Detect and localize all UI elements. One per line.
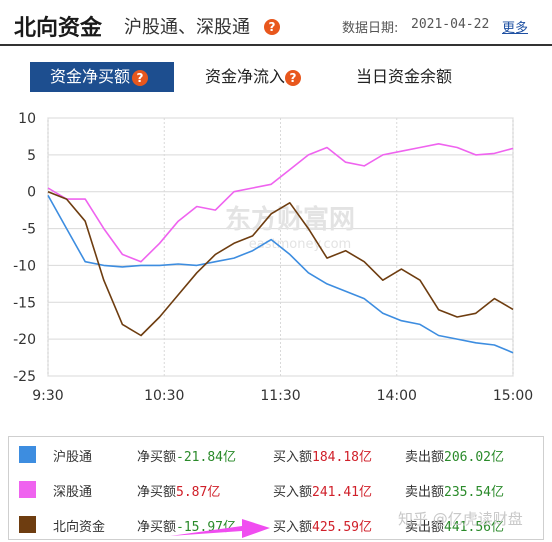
y-tick-label: -10 bbox=[13, 258, 36, 274]
y-tick-label: 0 bbox=[27, 185, 36, 201]
header-bar: 北向资金 沪股通、深股通 ? 数据日期: 2021-04-22 更多 bbox=[0, 0, 552, 46]
buy-label: 买入额 bbox=[273, 450, 313, 465]
tab-daily-balance[interactable]: 当日资金余额 bbox=[356, 62, 452, 92]
legend-row[interactable]: 沪股通 净买额-21.84亿 买入额184.18亿 卖出额206.02亿 bbox=[9, 437, 543, 471]
tab-label: 当日资金余额 bbox=[356, 67, 453, 86]
y-tick-label: -20 bbox=[13, 332, 36, 348]
y-tick-label: 10 bbox=[18, 111, 36, 127]
buy-label: 买入额 bbox=[273, 520, 313, 535]
y-tick-label: 5 bbox=[27, 148, 36, 164]
tab-label: 资金净流入 bbox=[205, 67, 286, 86]
tab-label: 资金净买额 bbox=[50, 67, 131, 86]
series-swatch bbox=[19, 481, 36, 498]
buy-label: 买入额 bbox=[273, 485, 313, 500]
series-name: 深股通 bbox=[53, 485, 93, 500]
page-title: 北向资金 bbox=[14, 16, 103, 41]
sell-value: 206.02亿 bbox=[444, 450, 504, 465]
y-tick-label: -25 bbox=[13, 369, 36, 385]
series-swatch bbox=[19, 516, 36, 533]
series-swatch bbox=[19, 446, 36, 463]
series-line-1 bbox=[47, 142, 514, 263]
help-icon[interactable]: ? bbox=[264, 19, 280, 35]
line-chart[interactable]: 10 5 0 -5 -10 -15 -20 -25 9:30 10:30 11:30 14:00 15:… bbox=[0, 108, 552, 408]
net-buy: 净买额-21.84亿 bbox=[137, 446, 236, 465]
legend-row[interactable]: 北向资金 净买额-15.97亿 买入额425.59亿 卖出额441.56亿 bbox=[9, 507, 543, 541]
net-label: 净买额 bbox=[137, 485, 177, 500]
net-value: 5.87亿 bbox=[176, 485, 221, 500]
net-label: 净买额 bbox=[137, 450, 177, 465]
watermark: 知乎 @亿虎读财盘 bbox=[398, 510, 523, 528]
sell-label: 卖出额 bbox=[405, 450, 445, 465]
net-buy: 净买额5.87亿 bbox=[137, 481, 220, 500]
more-link[interactable]: 更多 bbox=[502, 21, 529, 36]
sell-value: 441.56亿 bbox=[444, 520, 504, 535]
y-tick-label: -5 bbox=[22, 222, 36, 238]
chart-watermark: 东方财富网 bbox=[225, 204, 355, 235]
sell-amount: 卖出额441.56亿 bbox=[405, 516, 504, 535]
legend-row[interactable]: 深股通 净买额5.87亿 买入额241.41亿 卖出额235.54亿 bbox=[9, 472, 543, 506]
net-label: 净买额 bbox=[137, 520, 177, 535]
x-tick-label: 15:00 bbox=[493, 388, 533, 404]
sell-label: 卖出额 bbox=[405, 485, 445, 500]
date-value: 2021-04-22 bbox=[411, 17, 490, 32]
buy-value: 241.41亿 bbox=[312, 485, 372, 500]
help-icon[interactable]: ? bbox=[132, 69, 149, 86]
buy-value: 184.18亿 bbox=[312, 450, 372, 465]
tab-net-buy[interactable]: 资金净买额? bbox=[30, 62, 174, 92]
chart-tabs: 资金净买额? 资金净流入? 当日资金余额 bbox=[0, 62, 552, 92]
page-subtitle: 沪股通、深股通 bbox=[124, 17, 250, 38]
x-tick-label: 9:30 bbox=[32, 388, 63, 404]
series-name: 沪股通 bbox=[53, 450, 93, 465]
y-tick-label: -15 bbox=[13, 295, 36, 311]
chart-watermark-sub: eastmoney.com bbox=[249, 237, 351, 252]
arrow-annotation bbox=[170, 519, 270, 538]
x-tick-label: 11:30 bbox=[260, 388, 300, 404]
help-icon[interactable]: ? bbox=[285, 69, 302, 86]
legend-table: 沪股通 净买额-21.84亿 买入额184.18亿 卖出额206.02亿 深股通… bbox=[8, 436, 544, 540]
sell-amount: 卖出额206.02亿 bbox=[405, 446, 504, 465]
series-line-2 bbox=[47, 190, 514, 337]
buy-amount: 买入额184.18亿 bbox=[273, 446, 372, 465]
buy-amount: 买入额241.41亿 bbox=[273, 481, 372, 500]
buy-amount: 买入额425.59亿 bbox=[273, 516, 372, 535]
x-tick-label: 14:00 bbox=[377, 388, 417, 404]
series-name: 北向资金 bbox=[53, 520, 106, 535]
buy-value: 425.59亿 bbox=[312, 520, 372, 535]
tab-net-inflow[interactable]: 资金净流入? bbox=[205, 62, 302, 92]
sell-amount: 卖出额235.54亿 bbox=[405, 481, 504, 500]
series-line-0 bbox=[47, 195, 514, 354]
date-label: 数据日期: bbox=[342, 21, 399, 36]
sell-value: 235.54亿 bbox=[444, 485, 504, 500]
x-tick-label: 10:30 bbox=[144, 388, 184, 404]
net-value: -21.84亿 bbox=[176, 450, 236, 465]
sell-label: 卖出额 bbox=[405, 520, 445, 535]
